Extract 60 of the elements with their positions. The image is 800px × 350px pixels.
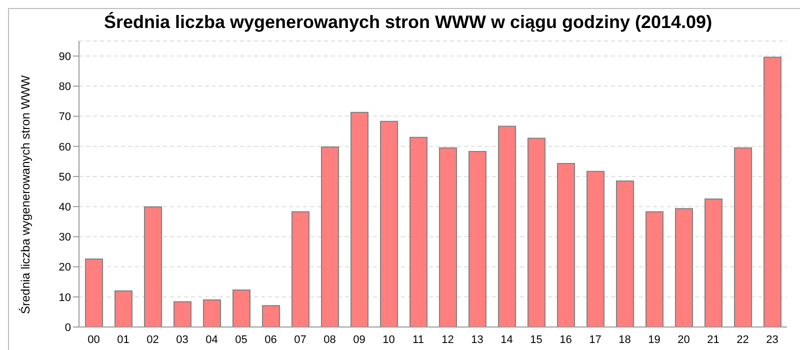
bar <box>114 290 132 327</box>
x-tick-label: 17 <box>589 334 602 346</box>
y-tick-label: 20 <box>58 262 71 274</box>
x-tick-label: 05 <box>235 334 248 346</box>
chart-title: Średnia liczba wygenerowanych stron WWW w ciągu godziny (2014.09) <box>102 11 714 34</box>
x-tick-label: 16 <box>560 334 572 346</box>
bar <box>763 56 782 327</box>
x-tick-label: 15 <box>530 334 542 346</box>
y-tick-label: 70 <box>58 111 71 124</box>
bar <box>380 120 398 327</box>
bar <box>616 180 634 327</box>
bar <box>202 299 221 327</box>
y-axis-title: Średnia liczba wygenerowanych stron WWW <box>18 74 32 314</box>
x-tick-label: 03 <box>176 334 188 346</box>
y-tick-label: 90 <box>58 50 71 63</box>
x-tick-label: 14 <box>500 334 513 346</box>
bar <box>232 289 250 327</box>
bar <box>84 258 103 327</box>
y-tick-label: 30 <box>58 232 71 244</box>
x-tick-label: 02 <box>146 334 159 346</box>
bar <box>144 206 162 327</box>
bar <box>734 147 752 327</box>
y-tick-label: 40 <box>58 201 71 214</box>
x-tick-label: 01 <box>117 334 130 346</box>
bar <box>409 136 428 327</box>
bar <box>262 305 280 327</box>
x-tick-label: 18 <box>618 334 631 346</box>
x-tick-label: 23 <box>766 334 778 346</box>
y-tick-label: 80 <box>58 81 71 94</box>
bar <box>468 150 486 327</box>
bar <box>645 211 664 327</box>
bar <box>173 301 192 327</box>
x-tick-label: 07 <box>294 334 306 346</box>
y-tick-label: 50 <box>58 171 71 184</box>
y-tick-label: 10 <box>58 292 71 304</box>
y-tick-label: 60 <box>58 141 71 154</box>
x-tick-label: 11 <box>412 334 424 346</box>
x-tick-label: 12 <box>442 334 454 346</box>
bar <box>586 170 604 327</box>
bar <box>291 211 310 327</box>
x-tick-label: 20 <box>678 334 690 346</box>
bar <box>527 138 546 327</box>
x-tick-label: 22 <box>736 334 749 346</box>
bar <box>320 146 339 327</box>
x-tick-label: 19 <box>648 334 660 346</box>
bar <box>704 198 722 327</box>
x-tick-label: 04 <box>206 334 218 346</box>
bar <box>674 208 693 327</box>
x-tick-label: 00 <box>88 334 100 346</box>
x-tick-label: 09 <box>353 334 366 346</box>
bar <box>498 126 516 327</box>
bar <box>350 112 368 327</box>
bar <box>438 147 457 327</box>
bar <box>556 163 575 327</box>
y-tick-label: 0 <box>64 322 71 334</box>
x-tick-label: 08 <box>324 334 336 346</box>
x-tick-label: 13 <box>471 334 484 346</box>
x-tick-label: 06 <box>264 334 277 346</box>
x-tick-label: 10 <box>382 334 395 346</box>
x-tick-label: 21 <box>707 334 720 346</box>
